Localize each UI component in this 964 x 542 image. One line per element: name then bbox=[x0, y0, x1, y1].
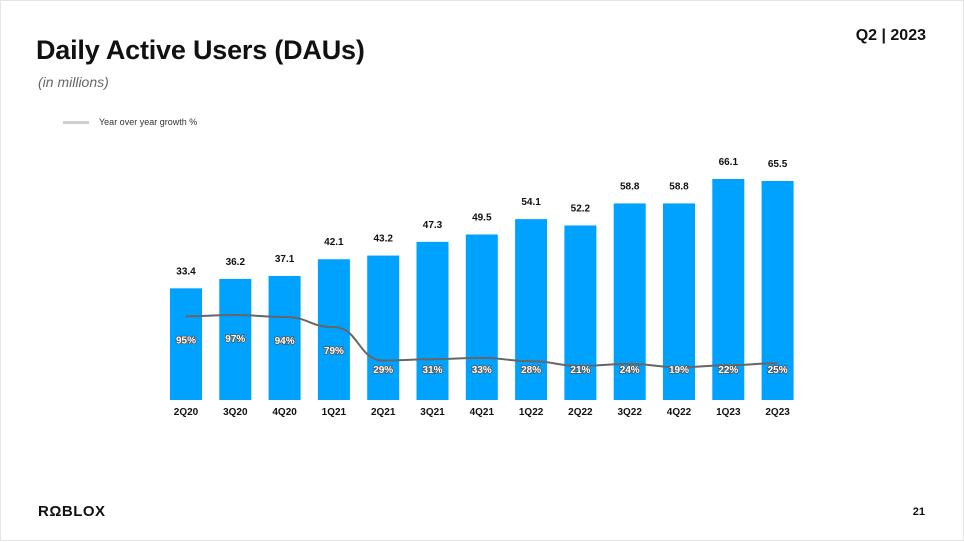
bar-value-label: 52.2 bbox=[571, 203, 591, 214]
category-label: 4Q20 bbox=[272, 407, 297, 418]
category-label: 1Q21 bbox=[322, 407, 347, 418]
bar-value-label: 42.1 bbox=[324, 237, 344, 248]
growth-label: 25% bbox=[768, 365, 788, 376]
bar bbox=[170, 288, 202, 400]
bar-value-label: 47.3 bbox=[423, 220, 443, 231]
bar-value-label: 36.2 bbox=[226, 257, 246, 268]
growth-label: 22% bbox=[718, 365, 738, 376]
growth-label: 31% bbox=[422, 365, 442, 376]
growth-label: 19% bbox=[669, 365, 689, 376]
growth-label: 79% bbox=[324, 346, 344, 357]
category-label: 1Q22 bbox=[519, 407, 544, 418]
category-label: 3Q22 bbox=[617, 407, 642, 418]
bar bbox=[219, 278, 252, 400]
growth-label: 94% bbox=[275, 336, 295, 347]
category-label: 2Q23 bbox=[765, 407, 790, 418]
bar-value-label: 58.8 bbox=[620, 181, 640, 192]
category-label: 4Q22 bbox=[667, 407, 692, 418]
bar bbox=[367, 255, 400, 400]
bar bbox=[465, 234, 498, 400]
bar-value-label: 33.4 bbox=[176, 266, 196, 277]
legend-line-swatch bbox=[63, 120, 89, 124]
growth-label: 24% bbox=[620, 365, 640, 376]
bar bbox=[515, 219, 548, 400]
bar-value-label: 49.5 bbox=[472, 213, 492, 224]
roblox-logo: RΩBLOX bbox=[38, 503, 106, 520]
growth-label: 97% bbox=[225, 334, 245, 345]
category-label: 3Q21 bbox=[420, 407, 445, 418]
bar bbox=[712, 179, 745, 400]
bar bbox=[416, 241, 449, 400]
page-title: Daily Active Users (DAUs) bbox=[36, 35, 365, 65]
growth-line bbox=[185, 314, 778, 369]
category-label: 3Q20 bbox=[223, 407, 248, 418]
page-number: 21 bbox=[912, 506, 925, 518]
category-label: 1Q23 bbox=[716, 407, 741, 418]
category-label: 2Q22 bbox=[568, 407, 593, 418]
bar-value-label: 65.5 bbox=[768, 159, 788, 170]
chart-legend: Year over year growth % bbox=[63, 117, 197, 127]
category-label: 4Q21 bbox=[470, 407, 495, 418]
legend-label: Year over year growth % bbox=[99, 117, 198, 127]
growth-label: 29% bbox=[373, 365, 393, 376]
bar-value-label: 66.1 bbox=[719, 157, 739, 168]
bar-value-label: 58.8 bbox=[669, 181, 689, 192]
growth-label: 95% bbox=[176, 335, 196, 346]
growth-label: 21% bbox=[570, 365, 590, 376]
category-label: 2Q20 bbox=[174, 407, 199, 418]
bar bbox=[613, 203, 646, 400]
growth-label: 33% bbox=[472, 365, 492, 376]
bar-value-label: 43.2 bbox=[373, 234, 393, 245]
bar-value-label: 37.1 bbox=[275, 254, 295, 265]
bar-value-label: 54.1 bbox=[521, 197, 541, 208]
period-label: Q2 | 2023 bbox=[855, 27, 926, 44]
bar bbox=[268, 275, 301, 400]
page-subtitle: (in millions) bbox=[38, 74, 109, 90]
bar bbox=[564, 225, 597, 400]
category-label: 2Q21 bbox=[371, 407, 396, 418]
growth-label: 28% bbox=[521, 365, 541, 376]
